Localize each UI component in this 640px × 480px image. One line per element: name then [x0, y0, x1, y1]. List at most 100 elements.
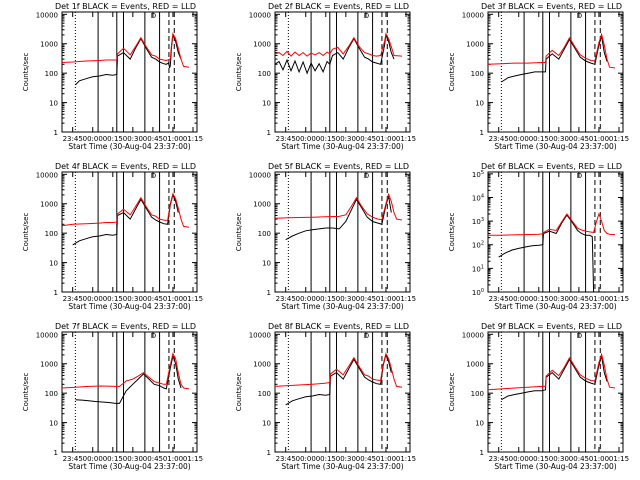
panel-7-xtick-label: 01:15: [183, 455, 203, 463]
panel-2-ytick-label: 10: [262, 100, 271, 108]
panel-5-xtick-label: 00:15: [316, 295, 336, 303]
panel-6-frame: [487, 171, 624, 293]
panel-2-ytick-label: 10000: [249, 11, 271, 19]
panel-4-xtick-label: 00:00: [83, 295, 103, 303]
panel-3-xlabel: Start Time (30-Aug-04 23:37:00): [494, 142, 616, 151]
panel-1-ytick-label: 1: [54, 129, 58, 137]
panel-8-xtick-label: 00:15: [316, 455, 336, 463]
panel-2-xtick-label: 00:45: [356, 135, 376, 143]
panel-6-ytick-label: 100: [472, 288, 484, 297]
panel-3-ytick-label: 100: [471, 70, 484, 78]
panel-6-xtick-label: 00:00: [509, 295, 529, 303]
panel-6-xlabel: Start Time (30-Aug-04 23:37:00): [494, 302, 616, 311]
panel-2-frame: [274, 11, 411, 133]
panel-7-ytick-label: 10000: [36, 331, 58, 339]
panel-3-ylabel: Counts/sec: [448, 53, 456, 92]
panel-4-marker-label: D: [151, 172, 156, 180]
panel-7-frame: [61, 331, 198, 453]
panel-4-ytick-label: 1: [54, 289, 58, 297]
panel-8-ytick-label: 1000: [253, 361, 271, 369]
panel-5-xtick-label: 01:00: [376, 295, 396, 303]
panel-5-ytick-label: 10: [262, 260, 271, 268]
panel-7-ytick-label: 100: [45, 390, 58, 398]
panel-5-ytick-label: 1: [267, 289, 271, 297]
panel-8-ytick-label: 10: [262, 420, 271, 428]
panel-5-xtick-label: 01:15: [396, 295, 416, 303]
panel-2-xtick-label: 00:30: [336, 135, 356, 143]
panel-7-ylabel: Counts/sec: [22, 373, 30, 412]
panel-8-xtick-label: 01:00: [376, 455, 396, 463]
panel-6-ytick-label: 103: [472, 217, 484, 226]
panel-9-ytick-label: 100: [471, 390, 484, 398]
panel-2-series-events: [274, 32, 395, 75]
panel-6-ytick-label: 105: [472, 170, 484, 179]
panel-5-xtick-label: 00:45: [356, 295, 376, 303]
panel-2-xtick-label: 00:15: [316, 135, 336, 143]
panel-6-ytick-label: 102: [472, 241, 484, 250]
panel-3-ytick-label: 1: [480, 129, 484, 137]
panel-3-xtick-label: 00:30: [549, 135, 569, 143]
panel-4-xtick-label: 01:00: [163, 295, 183, 303]
panel-5-ytick-label: 1000: [253, 201, 271, 209]
panel-2-xtick-label: 01:00: [376, 135, 396, 143]
panel-3-ytick-label: 1000: [466, 41, 484, 49]
panel-8-marker-label: D: [364, 332, 369, 340]
panel-4-frame: [61, 171, 198, 293]
panel-2-xtick-label: 00:00: [296, 135, 316, 143]
panel-7-xtick-label: 00:00: [83, 455, 103, 463]
panel-4-xtick-label: 00:45: [143, 295, 163, 303]
panel-5-marker-label: D: [364, 172, 369, 180]
panel-3-xtick-label: 01:00: [589, 135, 609, 143]
panel-9-ytick-label: 1: [480, 449, 484, 457]
panel-6-ytick-label: 104: [472, 193, 484, 202]
panel-3-xtick-label: 00:15: [529, 135, 549, 143]
panel-7-series-events: [75, 354, 182, 404]
panel-7-ytick-label: 1: [54, 449, 58, 457]
panel-6-xtick-label: 00:15: [529, 295, 549, 303]
panel-1-ytick-label: 10: [49, 100, 58, 108]
panel-9-xtick-label: 01:00: [589, 455, 609, 463]
panel-2-xtick-label: 01:15: [396, 135, 416, 143]
panel-5-xlabel: Start Time (30-Aug-04 23:37:00): [281, 302, 403, 311]
panel-5-series-lld: [274, 192, 403, 221]
panel-5-ytick-label: 100: [258, 230, 271, 238]
panel-5-series-events: [285, 196, 392, 241]
panel-9-series-lld: [487, 352, 616, 391]
panel-5-frame: [274, 171, 411, 293]
panel-1-series-lld: [61, 32, 190, 68]
panel-8-xtick-label: 23:45: [276, 455, 296, 463]
panel-7-series-lld: [61, 352, 190, 390]
panel-2-xtick-label: 23:45: [276, 135, 296, 143]
panel-1-xtick-label: 00:30: [123, 135, 143, 143]
panel-5-title: Det 5f BLACK = Events, RED = LLD: [268, 162, 409, 171]
panel-3-marker-label: D: [577, 12, 582, 20]
panel-8-xlabel: Start Time (30-Aug-04 23:37:00): [281, 462, 403, 471]
panel-3-title: Det 3f BLACK = Events, RED = LLD: [481, 2, 622, 11]
panel-4-ytick-label: 100: [45, 230, 58, 238]
panel-1-xtick-label: 23:45: [63, 135, 83, 143]
panel-3-series-lld: [487, 32, 616, 69]
panel-1-ytick-label: 100: [45, 70, 58, 78]
panel-1-xtick-label: 01:00: [163, 135, 183, 143]
panel-9-xtick-label: 23:45: [489, 455, 509, 463]
panel-8-ylabel: Counts/sec: [235, 373, 243, 412]
panel-4-xtick-label: 01:15: [183, 295, 203, 303]
panel-7-xtick-label: 00:45: [143, 455, 163, 463]
panel-7-xlabel: Start Time (30-Aug-04 23:37:00): [68, 462, 190, 471]
panel-4-xtick-label: 00:15: [103, 295, 123, 303]
panel-6-xtick-label: 01:15: [609, 295, 629, 303]
panel-8-title: Det 8f BLACK = Events, RED = LLD: [268, 322, 409, 331]
panel-4-ytick-label: 10000: [36, 171, 58, 179]
panel-5-ytick-label: 10000: [249, 171, 271, 179]
panel-4-xtick-label: 00:30: [123, 295, 143, 303]
panel-9-title: Det 9f BLACK = Events, RED = LLD: [481, 322, 622, 331]
panel-4-ylabel: Counts/sec: [22, 213, 30, 252]
panel-4-xlabel: Start Time (30-Aug-04 23:37:00): [68, 302, 190, 311]
panel-5-ylabel: Counts/sec: [235, 213, 243, 252]
panel-1-title: Det 1f BLACK = Events, RED = LLD: [55, 2, 196, 11]
panel-9-xtick-label: 01:15: [609, 455, 629, 463]
panel-8-ytick-label: 10000: [249, 331, 271, 339]
panel-8-xtick-label: 01:15: [396, 455, 416, 463]
panel-9-ytick-label: 10: [475, 420, 484, 428]
